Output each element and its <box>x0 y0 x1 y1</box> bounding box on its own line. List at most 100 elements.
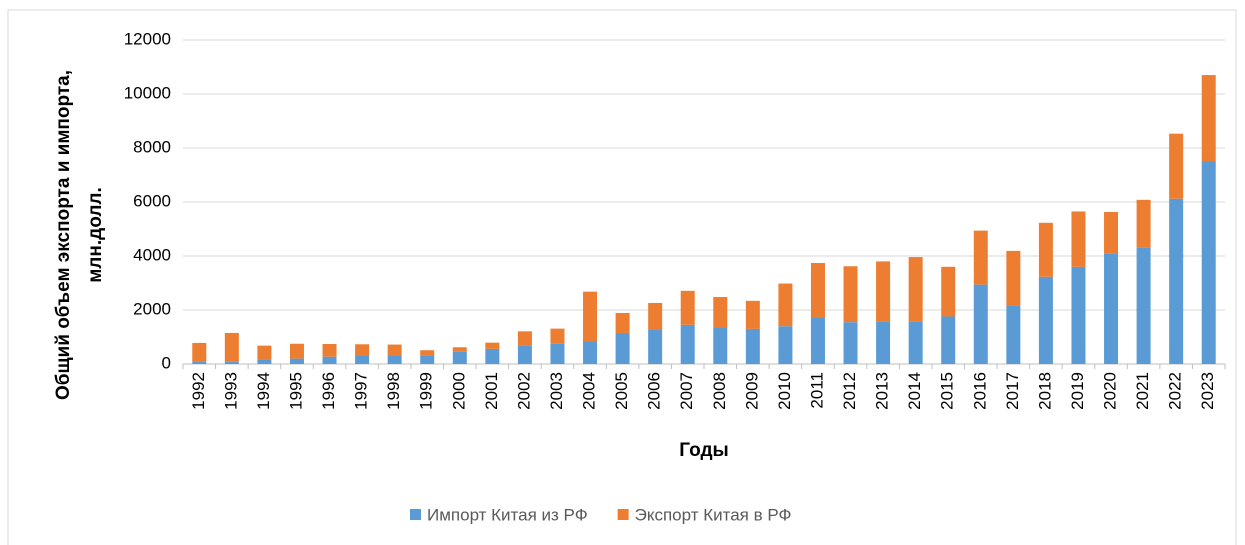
x-tick-label: 2022 <box>1166 372 1185 410</box>
bar-segment <box>1006 305 1021 364</box>
x-tick-label: 2013 <box>873 372 892 410</box>
x-tick-label: 2011 <box>807 372 826 409</box>
bar-segment <box>550 328 565 344</box>
legend-label: Экспорт Китая в РФ <box>635 505 792 524</box>
bar-segment <box>1104 211 1119 254</box>
bar-segment <box>192 342 207 362</box>
bar-segment <box>713 327 728 364</box>
bar-segment <box>973 284 988 364</box>
bar-segment <box>1169 198 1184 364</box>
x-tick-label: 2020 <box>1101 372 1120 410</box>
x-tick-label: 2017 <box>1003 372 1022 410</box>
bar-segment <box>289 358 304 364</box>
bar-segment <box>680 324 695 364</box>
x-tick-label: 2010 <box>775 372 794 410</box>
x-tick-label: 2018 <box>1035 372 1054 410</box>
bar-segment <box>810 263 825 318</box>
x-tick-label: 2023 <box>1198 372 1217 410</box>
bar-segment <box>1071 266 1086 364</box>
bar-segment <box>550 343 565 364</box>
bar-segment <box>876 321 891 364</box>
x-tick-label: 2001 <box>482 372 501 410</box>
bar-segment <box>387 355 402 364</box>
x-tick-label: 1992 <box>189 372 208 410</box>
bar-segment <box>843 322 858 364</box>
bar-segment <box>257 359 272 364</box>
x-tick-label: 1993 <box>221 372 240 410</box>
bar-segment <box>289 343 304 359</box>
x-tick-label: 2008 <box>710 372 729 410</box>
bar-segment <box>387 344 402 356</box>
y-tick-label: 12000 <box>124 29 171 48</box>
bar-segment <box>355 355 370 364</box>
x-tick-label: 1998 <box>384 372 403 410</box>
bar-segment <box>355 344 370 356</box>
x-tick-label: 2012 <box>840 372 859 410</box>
bar-segment <box>615 312 630 333</box>
x-tick-label: 1999 <box>417 372 436 410</box>
bar-segment <box>452 347 467 352</box>
bar-segment <box>224 361 239 364</box>
bar-segment <box>583 291 598 342</box>
bar-segment <box>583 341 598 364</box>
bar-segment <box>680 290 695 325</box>
bar-segment <box>648 302 663 330</box>
y-tick-label: 2000 <box>133 299 171 318</box>
x-tick-label: 2004 <box>580 372 599 410</box>
bar-segment <box>843 266 858 323</box>
x-tick-label: 2003 <box>547 372 566 410</box>
y-axis-label-line: млн.долл. <box>85 187 106 283</box>
x-tick-label: 1996 <box>319 372 338 410</box>
bar-segment <box>452 351 467 364</box>
x-axis-label: Годы <box>679 440 728 461</box>
bar-segment <box>224 332 239 362</box>
x-tick-label: 2021 <box>1133 372 1152 410</box>
bar-segment <box>1038 222 1053 277</box>
bar-segment <box>1136 247 1151 364</box>
bar-segment <box>615 332 630 364</box>
bar-segment <box>876 261 891 322</box>
bar-segment <box>973 230 988 285</box>
x-tick-label: 2007 <box>677 372 696 410</box>
bar-segment <box>1201 161 1216 364</box>
legend-swatch <box>410 509 421 520</box>
bar-segment <box>322 356 337 364</box>
x-tick-label: 2009 <box>742 372 761 410</box>
bar-segment <box>1038 276 1053 364</box>
bar-segment <box>420 350 435 356</box>
bar-segment <box>1071 211 1086 267</box>
x-tick-label: 2015 <box>938 372 957 410</box>
x-tick-label: 2014 <box>905 372 924 410</box>
bar-segment <box>257 345 272 360</box>
bar-segment <box>485 342 500 349</box>
bar-segment <box>192 361 207 364</box>
bar-segment <box>485 348 500 364</box>
bar-segment <box>1169 133 1184 199</box>
bar-segment <box>745 300 760 329</box>
bar-segment <box>778 326 793 364</box>
legend-label: Импорт Китая из РФ <box>427 505 588 524</box>
bar-segment <box>420 355 435 364</box>
x-tick-label: 2016 <box>970 372 989 410</box>
bar-segment <box>778 283 793 327</box>
bar-segment <box>908 321 923 364</box>
y-tick-label: 4000 <box>133 245 171 264</box>
bar-segment <box>810 317 825 364</box>
x-tick-label: 2002 <box>514 372 533 410</box>
x-tick-label: 2000 <box>449 372 468 410</box>
bar-segment <box>517 345 532 364</box>
bar-segment <box>713 297 728 328</box>
bar-segment <box>745 328 760 364</box>
x-tick-label: 2006 <box>645 372 664 410</box>
legend: Импорт Китая из РФ Экспорт Китая в РФ <box>410 505 791 524</box>
x-tick-label: 1997 <box>352 372 371 410</box>
x-tick-label: 1995 <box>286 372 305 410</box>
y-tick-label: 6000 <box>133 191 171 210</box>
x-tick-label: 2019 <box>1068 372 1087 410</box>
bar-segment <box>1136 199 1151 248</box>
bar-segment <box>941 266 956 317</box>
bar-segment <box>941 316 956 364</box>
legend-swatch <box>617 509 629 520</box>
bar-segment <box>908 257 923 322</box>
y-tick-label: 8000 <box>133 137 171 156</box>
